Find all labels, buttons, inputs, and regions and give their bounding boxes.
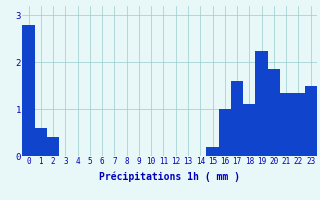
Bar: [243, 104, 255, 156]
Bar: [35, 128, 47, 156]
Bar: [292, 93, 305, 156]
Bar: [219, 109, 231, 156]
Bar: [255, 51, 268, 156]
Bar: [47, 137, 59, 156]
Bar: [22, 25, 35, 156]
Bar: [268, 69, 280, 156]
Bar: [280, 93, 292, 156]
Bar: [231, 81, 243, 156]
Bar: [305, 86, 317, 156]
Bar: [206, 147, 219, 156]
X-axis label: Précipitations 1h ( mm ): Précipitations 1h ( mm ): [99, 172, 240, 182]
